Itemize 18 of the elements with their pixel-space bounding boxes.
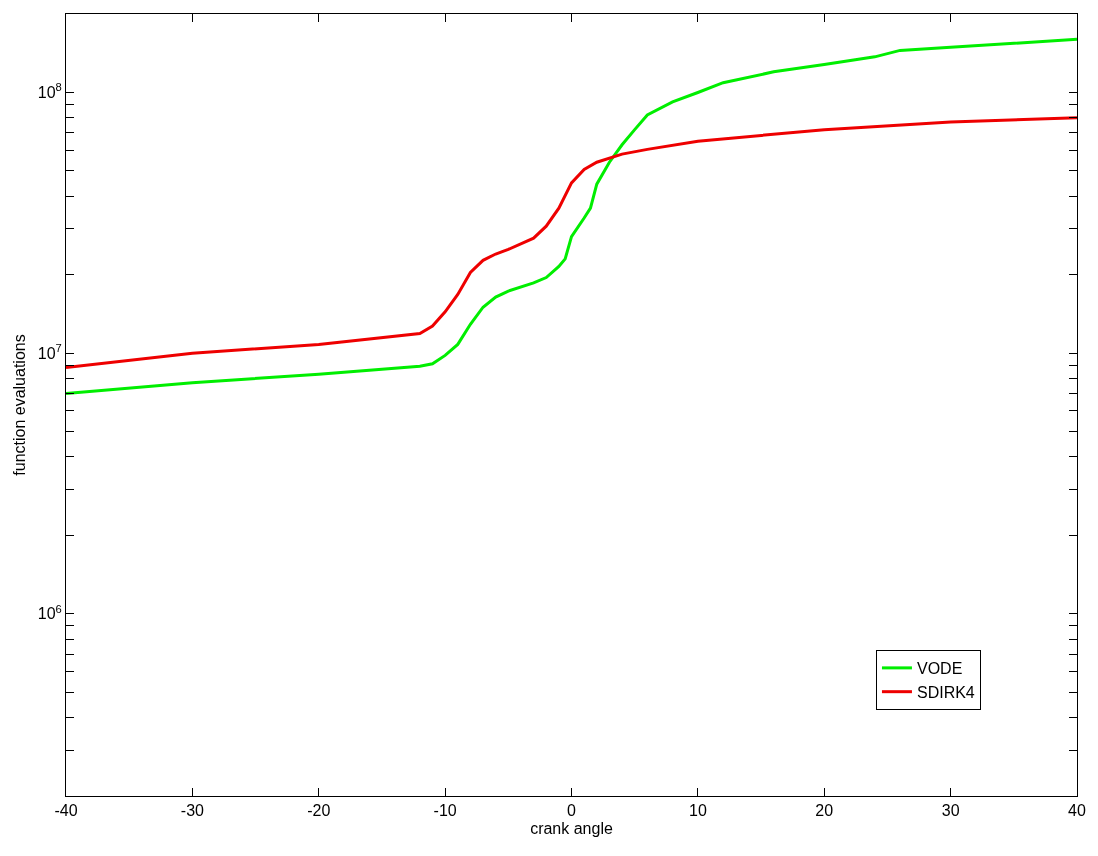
x-tick-label: -10	[433, 802, 457, 820]
x-tick-label: 20	[815, 802, 834, 820]
legend-label: SDIRK4	[916, 683, 975, 701]
y-axis-title: function evaluations	[10, 334, 28, 476]
y-tick-label: 10$^{8}$	[37, 81, 62, 102]
line-series	[66, 116, 1077, 370]
x-axis-title: crank angle	[530, 819, 613, 837]
line-series	[66, 37, 1077, 396]
x-tick-label: 40	[1068, 802, 1086, 820]
x-tick-label: 30	[941, 802, 960, 820]
x-tick-label: -40	[54, 802, 78, 820]
x-tick-label: 0	[567, 802, 577, 820]
y-tick-label: 10$^{6}$	[37, 602, 62, 623]
legend-label: VODE	[916, 660, 963, 678]
x-tick-label: 10	[688, 802, 707, 820]
x-tick-label: -30	[180, 802, 205, 820]
y-tick-label: 10$^{7}$	[37, 342, 62, 362]
x-tick-label: -20	[307, 802, 331, 820]
